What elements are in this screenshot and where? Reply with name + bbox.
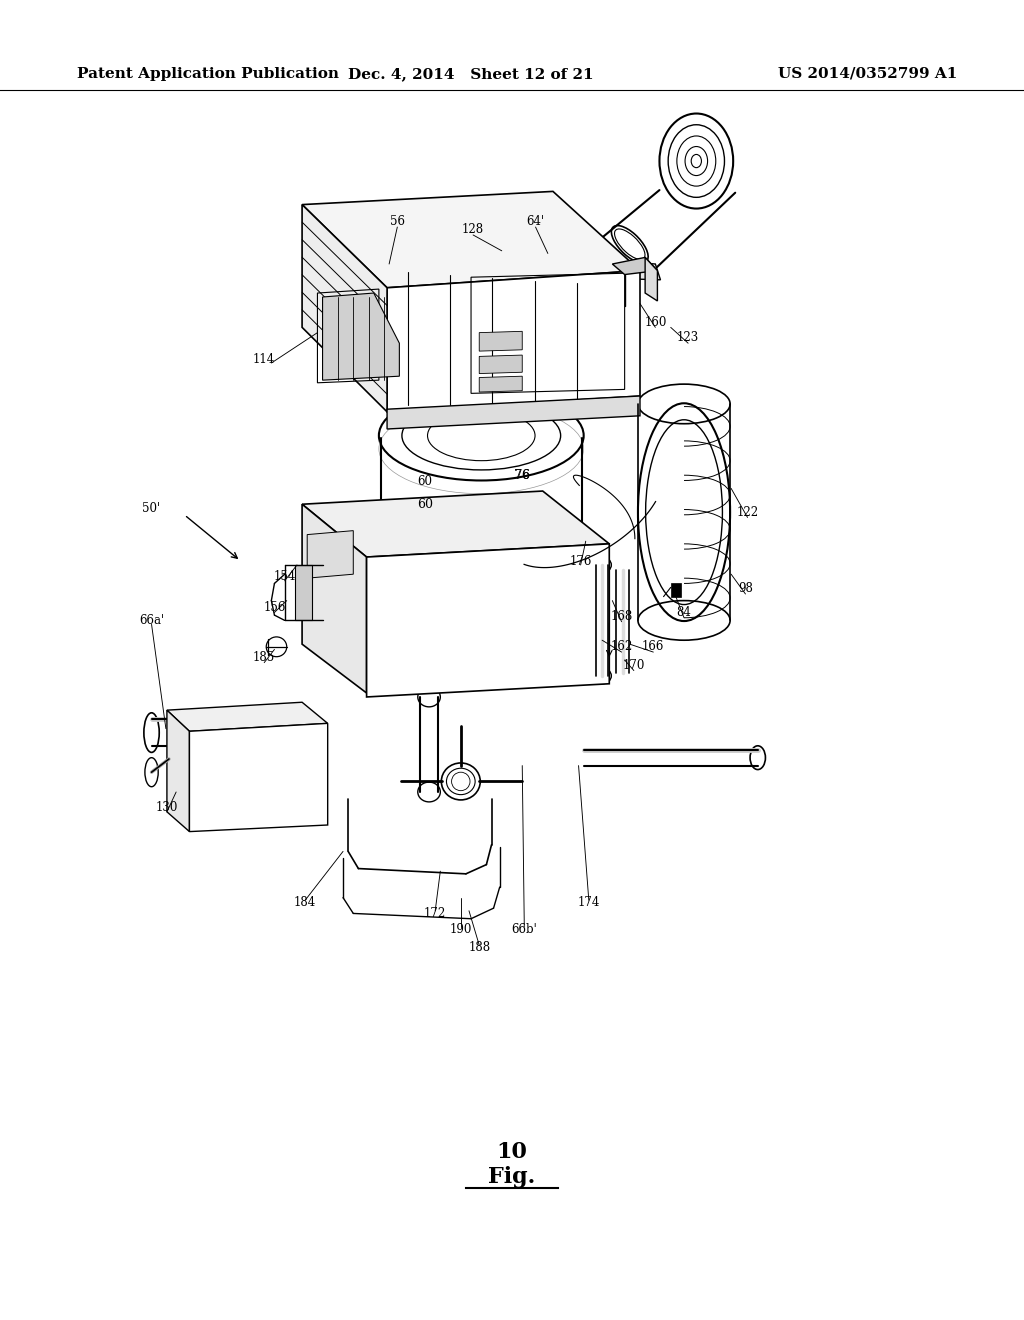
Text: 176: 176 <box>569 554 592 568</box>
Text: 84: 84 <box>677 606 691 619</box>
Text: 76: 76 <box>514 469 530 482</box>
Polygon shape <box>302 504 367 693</box>
Text: 98: 98 <box>738 582 753 595</box>
Text: 184: 184 <box>294 896 316 909</box>
Text: 66b': 66b' <box>511 923 538 936</box>
Text: 76: 76 <box>515 469 529 482</box>
Text: 10: 10 <box>497 1142 527 1163</box>
Text: 64': 64' <box>526 215 545 228</box>
Text: 154: 154 <box>273 570 296 583</box>
Polygon shape <box>167 710 189 832</box>
Polygon shape <box>479 331 522 351</box>
Polygon shape <box>571 257 660 280</box>
Polygon shape <box>671 583 681 597</box>
Text: Fig.: Fig. <box>488 1167 536 1188</box>
Text: 168: 168 <box>610 610 633 623</box>
Text: 56: 56 <box>390 215 404 228</box>
Text: 166: 166 <box>642 640 665 653</box>
Text: 156: 156 <box>263 601 286 614</box>
Text: 60: 60 <box>417 498 433 511</box>
Text: 60: 60 <box>418 475 432 488</box>
Text: 190: 190 <box>450 923 472 936</box>
Text: 172: 172 <box>424 907 446 920</box>
Polygon shape <box>387 271 640 412</box>
Text: 188: 188 <box>468 941 490 954</box>
Text: 66a': 66a' <box>139 614 164 627</box>
Text: 174: 174 <box>578 896 600 909</box>
Polygon shape <box>307 531 353 578</box>
Text: 122: 122 <box>736 506 759 519</box>
Text: 130: 130 <box>156 801 178 814</box>
Polygon shape <box>302 491 609 557</box>
Text: 170: 170 <box>623 659 645 672</box>
Polygon shape <box>645 257 657 301</box>
Polygon shape <box>295 565 312 620</box>
Polygon shape <box>612 257 657 275</box>
Polygon shape <box>302 205 387 412</box>
Polygon shape <box>387 396 640 429</box>
Polygon shape <box>323 293 399 380</box>
Text: 128: 128 <box>462 223 484 236</box>
Text: 123: 123 <box>677 331 699 345</box>
Text: 160: 160 <box>644 315 667 329</box>
Text: 50': 50' <box>142 502 161 515</box>
Polygon shape <box>367 544 609 697</box>
Polygon shape <box>167 702 328 731</box>
Text: Patent Application Publication: Patent Application Publication <box>77 67 339 81</box>
Text: US 2014/0352799 A1: US 2014/0352799 A1 <box>778 67 957 81</box>
Text: Dec. 4, 2014   Sheet 12 of 21: Dec. 4, 2014 Sheet 12 of 21 <box>348 67 594 81</box>
Text: 114: 114 <box>253 352 275 366</box>
Text: 185: 185 <box>253 651 275 664</box>
Text: 162: 162 <box>610 640 633 653</box>
Polygon shape <box>479 376 522 392</box>
Polygon shape <box>479 355 522 374</box>
Polygon shape <box>189 723 328 832</box>
Polygon shape <box>302 191 640 288</box>
